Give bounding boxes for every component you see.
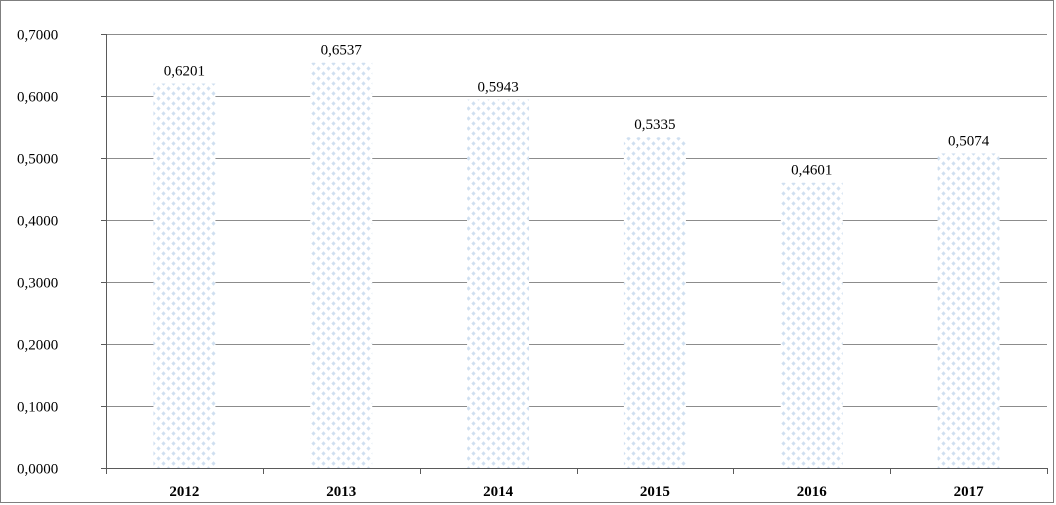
y-tick-label: 0,4000 (17, 214, 58, 230)
data-label: 0,4601 (791, 163, 832, 179)
data-label: 0,6201 (164, 64, 205, 80)
x-tick-label: 2016 (797, 484, 828, 500)
bar-2016 (780, 182, 843, 468)
y-tick-label: 0,5000 (17, 152, 58, 168)
x-tick-label: 2014 (483, 484, 514, 500)
x-tick-label: 2015 (640, 484, 670, 500)
y-tick-label: 0,3000 (17, 276, 58, 292)
bar-2012 (153, 83, 216, 469)
x-tick-label: 2017 (954, 484, 985, 500)
gridlines (106, 34, 1047, 407)
bar-2015 (623, 137, 686, 469)
bar-2014 (467, 99, 530, 468)
data-label: 0,6537 (321, 43, 363, 59)
x-tick-label: 2013 (326, 484, 356, 500)
bar-2013 (310, 62, 373, 469)
y-tick-label: 0,2000 (17, 338, 58, 354)
y-tick-label: 0,0000 (17, 462, 58, 478)
data-label: 0,5943 (477, 80, 518, 96)
data-label: 0,5074 (948, 133, 990, 149)
bar-2017 (937, 153, 1000, 469)
y-tick-label: 0,6000 (17, 90, 58, 106)
y-tick-label: 0,1000 (17, 400, 58, 416)
labels: 0,0000 0,1000 0,2000 0,3000 0,4000 0,5000 0,60… (17, 28, 990, 501)
bars (153, 62, 1000, 469)
x-tick-label: 2012 (169, 484, 199, 500)
y-tick-label: 0,7000 (17, 28, 58, 44)
data-label: 0,5335 (634, 117, 675, 133)
axes (101, 34, 1048, 474)
